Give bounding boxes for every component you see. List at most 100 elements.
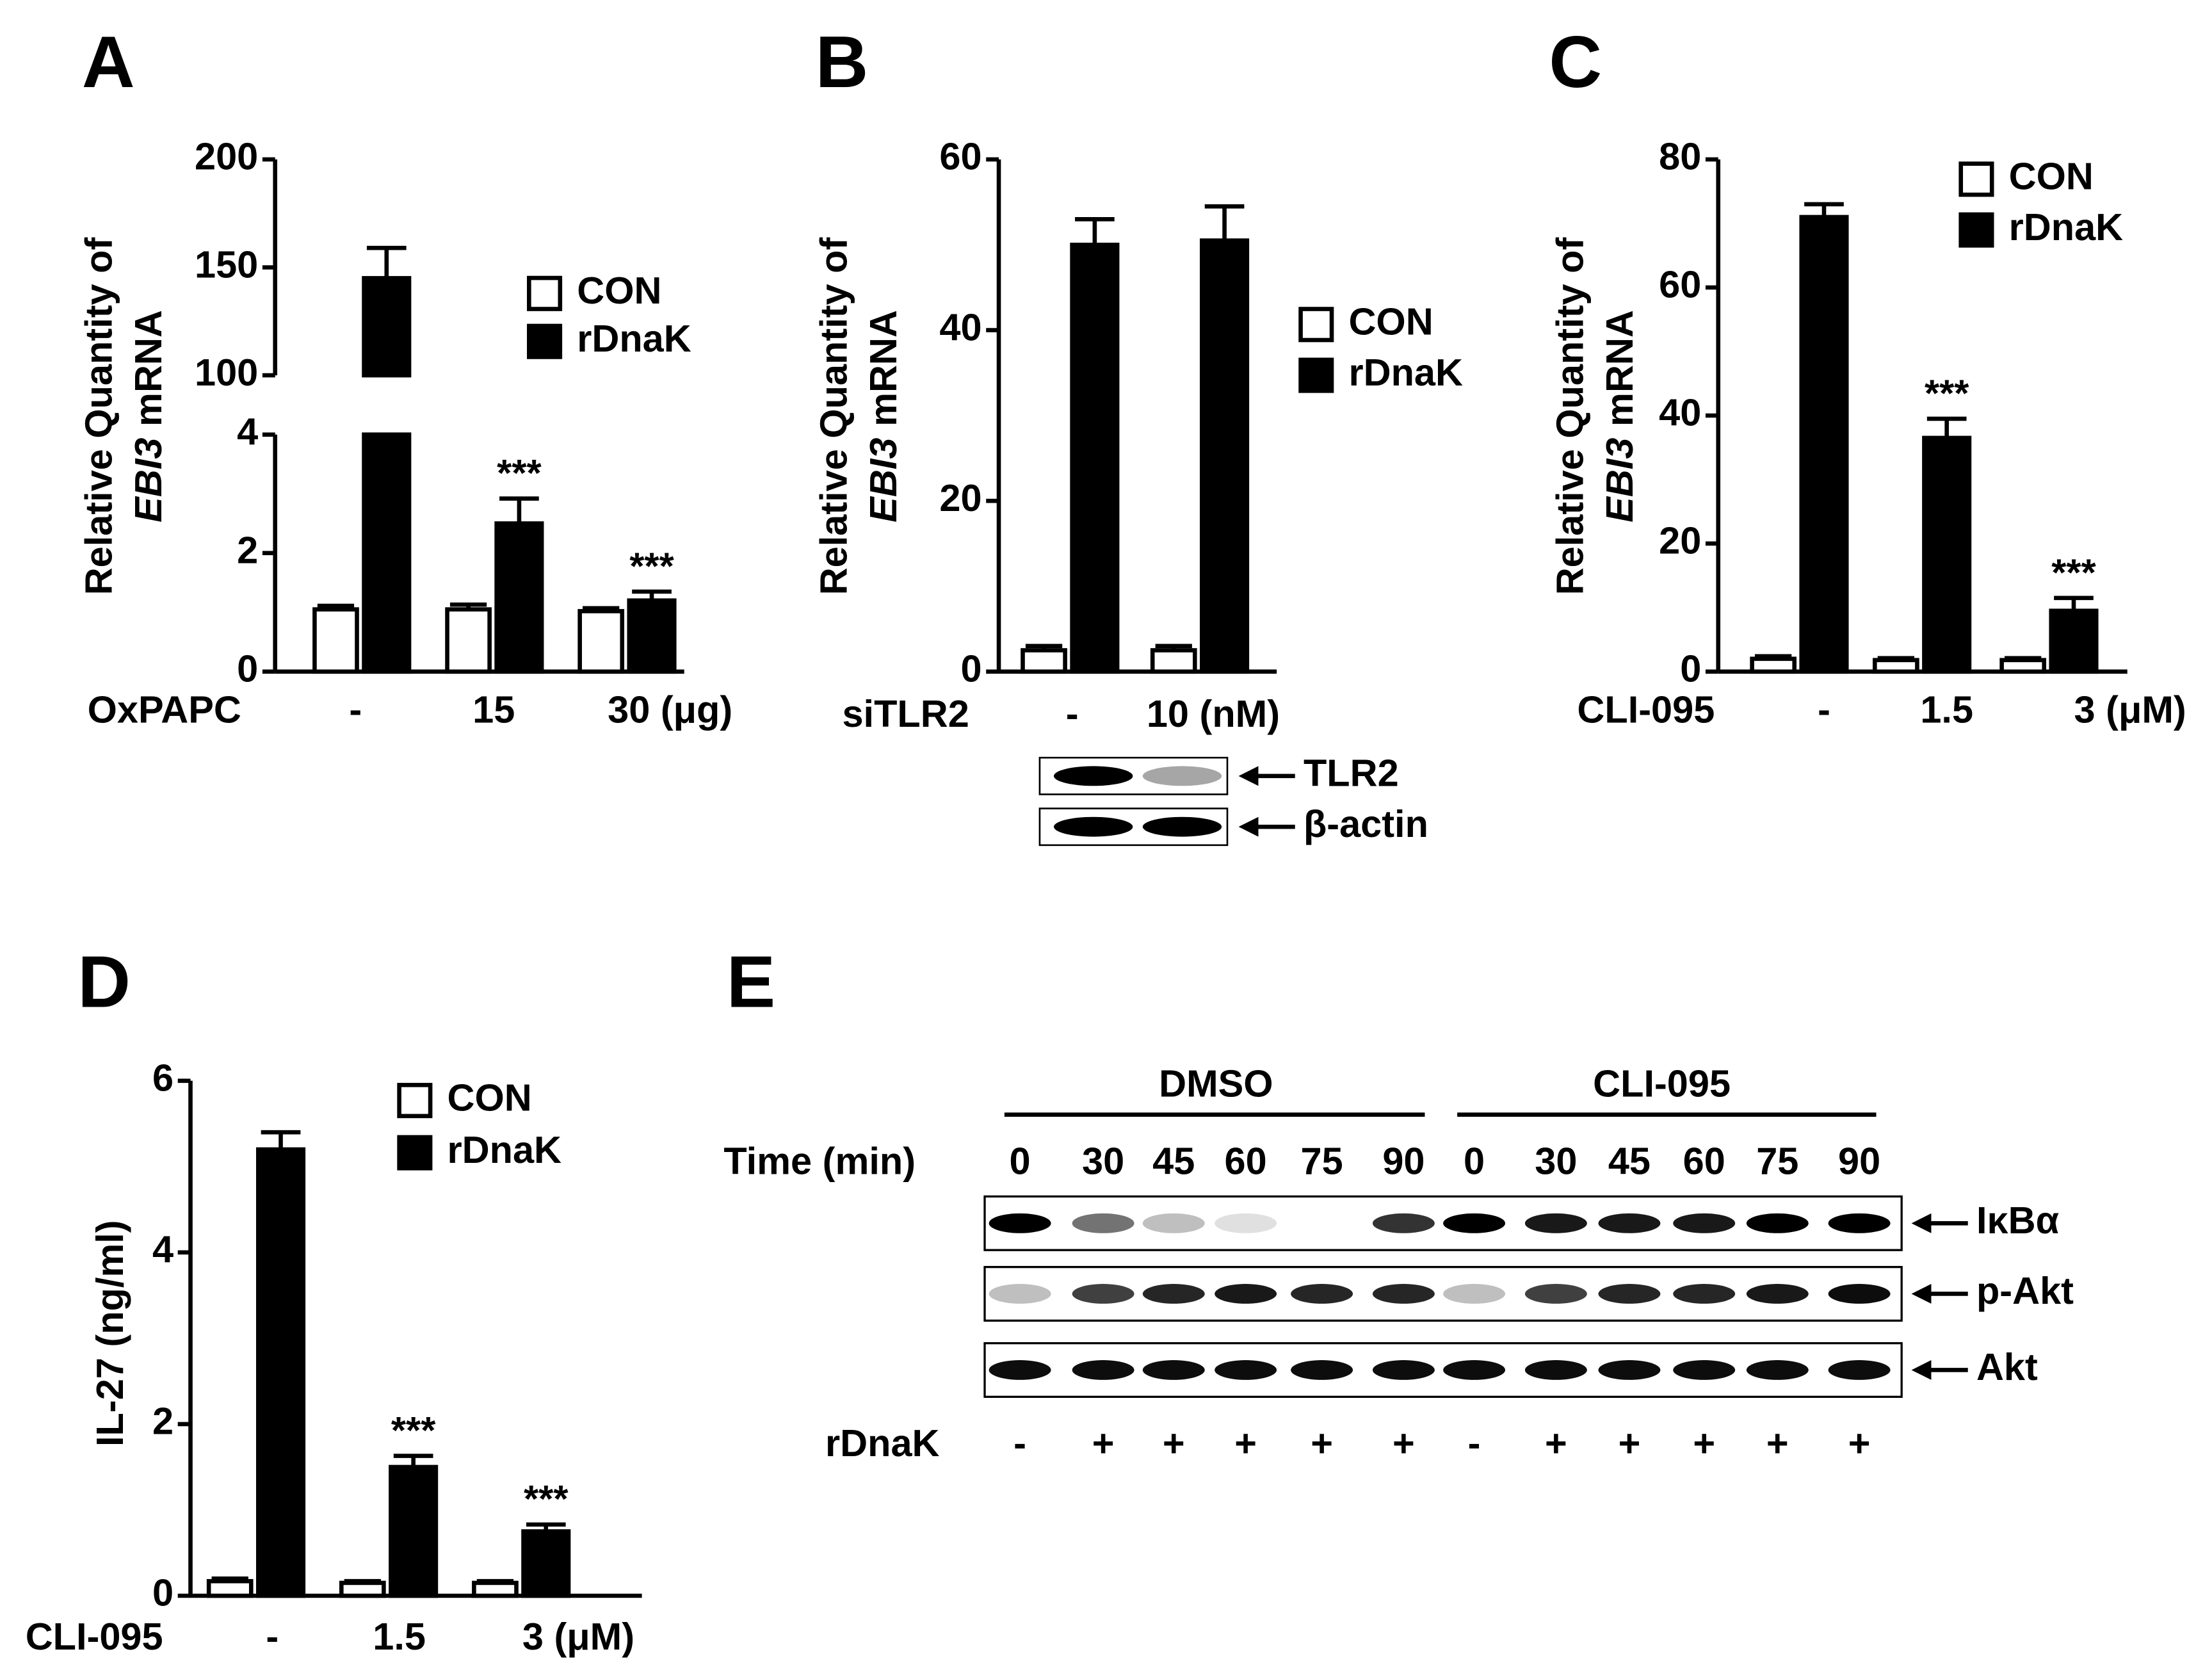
x-tick-label: 30 (μg) (608, 688, 732, 731)
y-axis-label: Relative Quantity of (77, 238, 120, 596)
panel-letter: A (82, 21, 135, 103)
x-tick-label: 10 (nM) (1147, 692, 1280, 735)
x-axis-label: CLI-095 (26, 1615, 163, 1658)
legend-label: rDnaK (448, 1128, 562, 1171)
blot-band (1828, 1360, 1891, 1380)
x-tick-label: 3 (μM) (2074, 688, 2186, 731)
time-value: 45 (1152, 1139, 1195, 1182)
blot-band (1142, 1213, 1205, 1233)
group-label: DMSO (1159, 1062, 1273, 1105)
blot-band (1372, 1360, 1435, 1380)
gene-name: EBI3 (861, 438, 904, 523)
y-axis-label: EBI3 mRNA (861, 310, 904, 523)
blot-band (1828, 1213, 1891, 1233)
time-value: 45 (1608, 1139, 1651, 1182)
y-tick-label: 100 (195, 351, 258, 394)
blot-row-label: β-actin (1304, 802, 1428, 845)
blot-band (1524, 1284, 1587, 1304)
time-value: 90 (1382, 1139, 1425, 1182)
time-value: 75 (1301, 1139, 1343, 1182)
blot-band (1673, 1360, 1736, 1380)
y-tick-label: 0 (1680, 647, 1701, 690)
bar (1750, 656, 1797, 674)
blot-band (1524, 1213, 1587, 1233)
arrow-head (1911, 1284, 1932, 1304)
treatment-mark: + (1393, 1422, 1415, 1464)
y-axis-label: EBI3 mRNA (1598, 310, 1641, 523)
treatment-label: rDnaK (825, 1422, 940, 1464)
bar (577, 609, 625, 674)
bar (1799, 215, 1849, 674)
y-tick-label: 4 (152, 1228, 174, 1271)
bar (389, 1464, 439, 1598)
blot-band (1142, 816, 1222, 837)
time-value: 30 (1082, 1139, 1124, 1182)
blot-band (1598, 1284, 1661, 1304)
arrow-head (1238, 766, 1259, 786)
y-tick-label: 20 (939, 476, 981, 519)
bar (445, 607, 492, 674)
bar (1873, 658, 1919, 674)
arrow-head (1911, 1213, 1932, 1233)
bar (1999, 658, 2047, 674)
time-label: Time (min) (723, 1139, 916, 1182)
x-tick-label: 1.5 (373, 1615, 426, 1658)
blot-band (1598, 1360, 1661, 1380)
blot-band (1443, 1360, 1506, 1380)
treatment-mark: + (1693, 1422, 1715, 1464)
blot-band (1142, 1360, 1205, 1380)
blot-band (1746, 1284, 1809, 1304)
y-tick-label: 2 (237, 528, 258, 571)
bar-lower (362, 432, 412, 674)
x-tick-label: 1.5 (1920, 688, 1973, 731)
treatment-mark: + (1545, 1422, 1567, 1464)
blot-band (1443, 1284, 1506, 1304)
blot-band (1372, 1284, 1435, 1304)
y-tick-label: 60 (939, 135, 981, 178)
x-tick-label: - (266, 1615, 279, 1658)
blot-band (1072, 1360, 1134, 1380)
gene-name: EBI3 (127, 438, 170, 523)
x-axis-label: siTLR2 (842, 692, 969, 735)
blot-band (1746, 1360, 1809, 1380)
bar (339, 1580, 386, 1598)
y-axis-label-suffix: mRNA (861, 310, 904, 426)
blot-band (1524, 1360, 1587, 1380)
blot-band (1215, 1360, 1277, 1380)
y-axis-label-suffix: mRNA (1598, 310, 1641, 426)
blot-band (1746, 1213, 1809, 1233)
blot-band (1072, 1213, 1134, 1233)
significance: *** (629, 544, 674, 587)
time-value: 90 (1838, 1139, 1880, 1182)
y-tick-label: 40 (1659, 391, 1701, 434)
legend-label: CON (448, 1076, 532, 1119)
blot-band (1291, 1284, 1353, 1304)
x-axis-label: CLI-095 (1577, 688, 1715, 731)
legend-swatch (1298, 357, 1334, 393)
y-tick-label: 80 (1659, 135, 1701, 178)
blot-band (989, 1360, 1051, 1380)
y-tick-label: 0 (237, 647, 258, 690)
x-tick-label: 3 (μM) (522, 1615, 634, 1658)
y-tick-label: 60 (1659, 263, 1701, 306)
blot-row-label: IκBα (1976, 1199, 2059, 1242)
bar (494, 521, 544, 674)
y-tick-label: 2 (152, 1400, 174, 1443)
x-tick-label: 15 (472, 688, 515, 731)
legend-label: CON (577, 269, 661, 312)
bar (472, 1580, 519, 1598)
blot-band (1142, 1284, 1205, 1304)
y-tick-label: 0 (961, 647, 982, 690)
legend-label: CON (2009, 155, 2094, 198)
blot-band (1828, 1284, 1891, 1304)
y-tick-label: 150 (195, 243, 258, 286)
time-value: 75 (1756, 1139, 1798, 1182)
bar (1922, 435, 1972, 674)
bar (1150, 648, 1197, 674)
blot-row-label: Akt (1976, 1345, 2038, 1388)
y-tick-label: 6 (152, 1056, 174, 1099)
treatment-mark: + (1234, 1422, 1257, 1464)
bar (1200, 238, 1250, 674)
significance: *** (391, 1409, 436, 1452)
